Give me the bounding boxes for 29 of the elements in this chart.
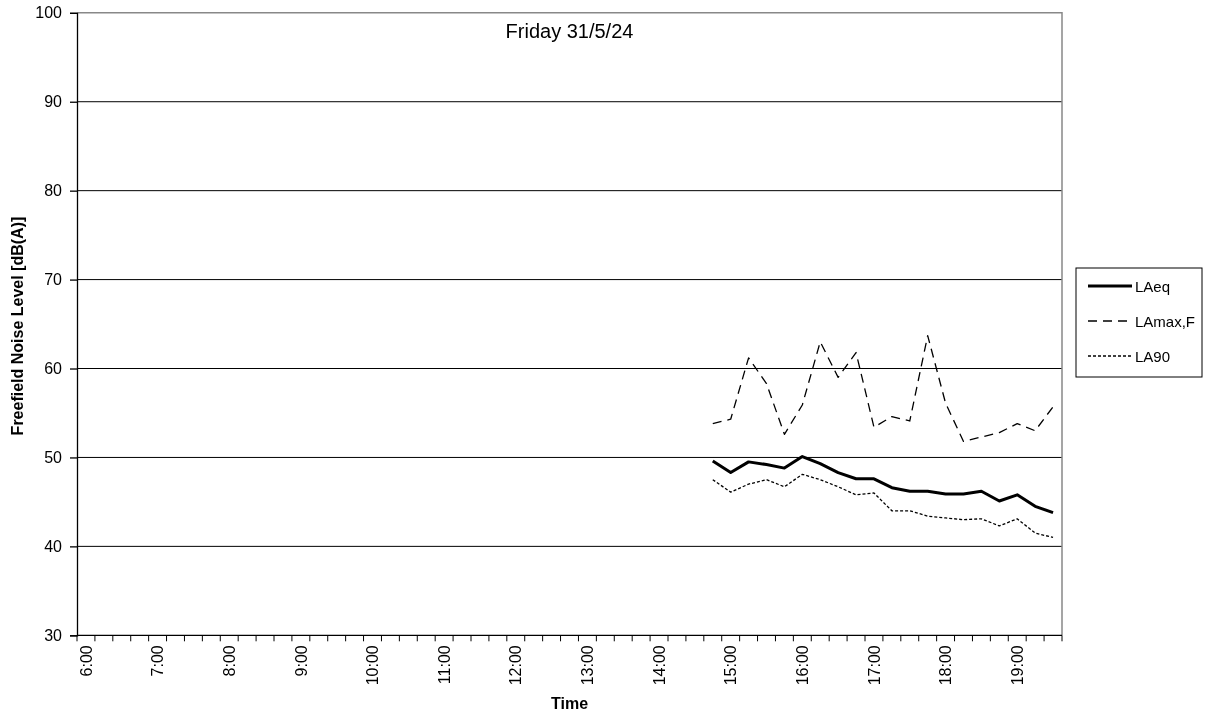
y-tick-label: 50 <box>44 449 63 467</box>
y-tick-label: 100 <box>35 4 63 22</box>
y-tick-label: 90 <box>44 93 63 111</box>
x-tick-label: 6:00 <box>77 645 95 677</box>
x-tick-label: 11:00 <box>435 645 453 685</box>
y-tick-label: 60 <box>44 360 63 378</box>
y-tick-label: 40 <box>44 537 63 555</box>
y-tick-label: 80 <box>44 182 63 200</box>
x-tick-label: 15:00 <box>722 645 740 686</box>
x-tick-label: 19:00 <box>1008 645 1026 686</box>
x-tick-label: 8:00 <box>220 645 238 677</box>
x-tick-label: 10:00 <box>364 645 382 686</box>
legend-label: LA90 <box>1135 347 1171 365</box>
x-tick-label: 18:00 <box>937 645 955 686</box>
y-tick-label: 30 <box>44 626 63 644</box>
x-axis-title: Time <box>550 695 589 712</box>
x-tick-label: 12:00 <box>507 645 525 686</box>
legend-label: LAmax,F <box>1135 312 1196 330</box>
y-tick-label: 70 <box>44 271 63 289</box>
x-tick-label: 13:00 <box>579 645 597 686</box>
legend-label: LAeq <box>1135 277 1171 295</box>
x-tick-label: 7:00 <box>149 645 167 677</box>
x-tick-label: 17:00 <box>865 645 883 686</box>
y-axis-title: Freefield Noise Level [dB(A)] <box>9 216 26 436</box>
x-tick-label: 14:00 <box>650 645 668 686</box>
x-tick-label: 16:00 <box>794 645 812 686</box>
chart-title: Friday 31/5/24 <box>505 20 634 42</box>
line-series <box>712 473 1054 539</box>
x-tick-label: 9:00 <box>292 645 310 677</box>
